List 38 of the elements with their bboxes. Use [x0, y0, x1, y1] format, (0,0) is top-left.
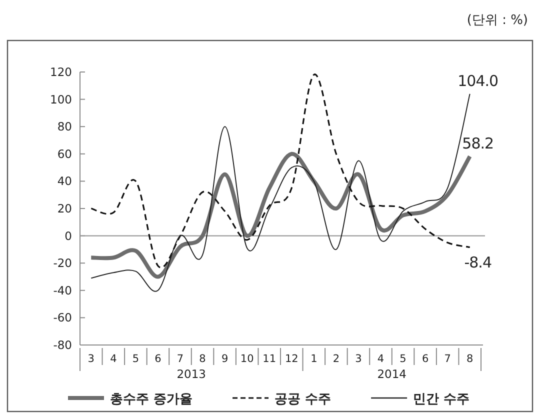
x-tick-label: 5: [132, 353, 140, 365]
x-tick-label: 4: [377, 353, 384, 365]
legend-label: 총수주 증가율: [110, 392, 193, 407]
x-tick-label: 12: [284, 353, 298, 365]
y-tick-label: 0: [64, 228, 72, 243]
x-tick-label: 8: [199, 353, 206, 365]
data-label: -8.4: [464, 253, 492, 272]
y-tick-label: -60: [53, 310, 72, 325]
x-tick-label: 3: [355, 353, 362, 365]
text: 2013: [176, 367, 206, 381]
y-tick-label: 60: [57, 146, 72, 161]
legend-label: 민간 수주: [413, 392, 470, 407]
x-tick-label: 10: [240, 353, 254, 365]
y-tick-label: -40: [53, 283, 72, 298]
x-tick-label: 5: [400, 353, 406, 365]
legend-label: 공공 수주: [274, 392, 332, 407]
x-tick-label: 6: [422, 353, 429, 365]
y-tick-label: 100: [50, 92, 72, 106]
y-tick-label: -80: [53, 338, 72, 352]
x-tick-label: 2: [332, 353, 340, 365]
data-label: 58.2: [462, 134, 494, 152]
x-tick-label: 11: [262, 353, 276, 365]
x-tick-label: 9: [221, 353, 228, 365]
x-tick-label: 3: [88, 353, 94, 365]
y-tick-label: 120: [50, 65, 72, 79]
x-tick-label: 4: [110, 353, 118, 365]
x-tick-label: 6: [154, 353, 162, 365]
data-label: 104.0: [458, 72, 498, 90]
text: (단위 : %): [466, 13, 528, 28]
y-tick-label: -20: [53, 256, 72, 270]
x-tick-label: 8: [466, 353, 474, 365]
y-tick-label: 40: [57, 174, 72, 188]
x-tick-label: 7: [444, 353, 451, 365]
x-tick-label: 7: [176, 353, 184, 365]
x-tick-label: 1: [310, 353, 318, 365]
y-tick-label: 80: [57, 120, 72, 134]
y-tick-label: 20: [57, 202, 72, 216]
text: 2014: [377, 367, 407, 381]
